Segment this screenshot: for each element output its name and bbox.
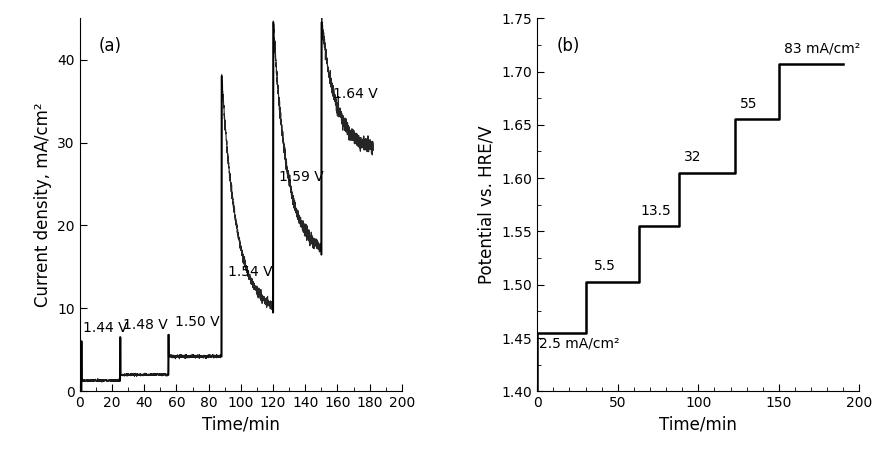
X-axis label: Time/min: Time/min: [202, 416, 280, 434]
Text: 1.64 V: 1.64 V: [332, 87, 377, 101]
Text: 13.5: 13.5: [641, 203, 671, 217]
Text: 1.44 V: 1.44 V: [83, 321, 128, 335]
Y-axis label: Potential vs. HRE/V: Potential vs. HRE/V: [478, 126, 496, 284]
Text: 2.5 mA/cm²: 2.5 mA/cm²: [539, 337, 619, 351]
Text: (a): (a): [99, 37, 122, 55]
Text: 1.54 V: 1.54 V: [228, 265, 273, 279]
Text: 83 mA/cm²: 83 mA/cm²: [784, 41, 860, 56]
Text: 32: 32: [684, 150, 702, 164]
Text: 55: 55: [740, 97, 758, 111]
Text: 1.59 V: 1.59 V: [279, 170, 324, 184]
X-axis label: Time/min: Time/min: [659, 416, 737, 434]
Text: 1.50 V: 1.50 V: [175, 315, 220, 329]
Text: 1.48 V: 1.48 V: [123, 318, 168, 332]
Text: (b): (b): [556, 37, 580, 55]
Text: 5.5: 5.5: [594, 259, 616, 273]
Y-axis label: Current density, mA/cm²: Current density, mA/cm²: [34, 102, 51, 307]
